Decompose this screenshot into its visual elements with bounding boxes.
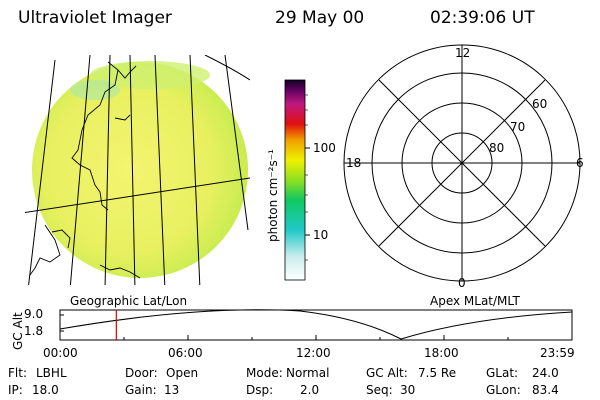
earth-image	[25, 55, 250, 285]
timeline-xtick-1200: 12:00	[296, 346, 331, 360]
date-label: 29 May 00	[275, 8, 365, 28]
timeline-xtick-2359: 23:59	[540, 346, 575, 360]
colorbar-unit-label: photon cm⁻²s⁻¹	[266, 149, 280, 242]
color-bar-minor-ticks	[305, 94, 308, 261]
info-flt-key: Flt:	[8, 366, 27, 380]
mlt-label-6: 6	[576, 156, 584, 170]
lat-label-70: 70	[510, 120, 526, 134]
timeline-ytick-1-8: 1.8	[24, 324, 44, 338]
time-label: 02:39:06 UT	[430, 8, 535, 28]
instrument-title: Ultraviolet Imager	[18, 8, 172, 28]
info-gcalt-key: GC Alt:	[366, 366, 408, 380]
polar-plot	[343, 44, 581, 282]
info-seq-key: Seq:	[366, 383, 393, 397]
parallel-lines	[25, 55, 250, 214]
info-gcalt-value: 7.5 Re	[418, 366, 457, 380]
lat-label-80: 80	[489, 141, 505, 155]
info-dsp-value: 2.0	[300, 383, 320, 397]
color-bar	[284, 79, 310, 281]
mlt-label-18: 18	[346, 156, 362, 170]
lat-label-60: 60	[532, 97, 548, 111]
meridian-lines	[28, 55, 249, 285]
info-gain-value: 13	[164, 383, 180, 397]
timeline-ytick-9: 9.0	[24, 307, 44, 321]
info-glat-value: 24.0	[532, 366, 559, 380]
info-mode-value: Normal	[286, 366, 330, 380]
info-glon-value: 83.4	[532, 383, 559, 397]
mlt-label-0: 0	[458, 276, 466, 290]
info-ip-value: 18.0	[32, 383, 59, 397]
coastline	[29, 61, 141, 279]
info-glat-key: GLat:	[486, 366, 519, 380]
timeline-xtick-0000: 00:00	[43, 346, 78, 360]
colorbar-tick-10: 10	[313, 228, 329, 242]
timeline-xtick-0600: 06:00	[168, 346, 203, 360]
timeline-xtick-1800: 18:00	[424, 346, 459, 360]
info-dsp-key: Dsp:	[246, 383, 274, 397]
info-gain-key: Gain:	[125, 383, 157, 397]
info-flt-value: LBHL	[36, 366, 67, 380]
info-glon-key: GLon:	[486, 383, 521, 397]
altitude-curve	[59, 309, 573, 340]
timeline-axis-title: GC Alt	[11, 312, 25, 350]
info-ip-key: IP:	[8, 383, 23, 397]
info-seq-value: 30	[400, 383, 416, 397]
info-mode-key: Mode:	[246, 366, 283, 380]
apex-label: Apex MLat/MLT	[430, 294, 520, 308]
info-door-key: Door:	[125, 366, 158, 380]
altitude-timeline	[59, 309, 573, 341]
colorbar-tick-100: 100	[313, 141, 336, 155]
mlt-label-12: 12	[455, 46, 471, 60]
timeline-ticks	[60, 314, 509, 340]
earth-disk	[32, 62, 248, 278]
geographic-label: Geographic Lat/Lon	[70, 294, 188, 308]
info-door-value: Open	[166, 366, 199, 380]
